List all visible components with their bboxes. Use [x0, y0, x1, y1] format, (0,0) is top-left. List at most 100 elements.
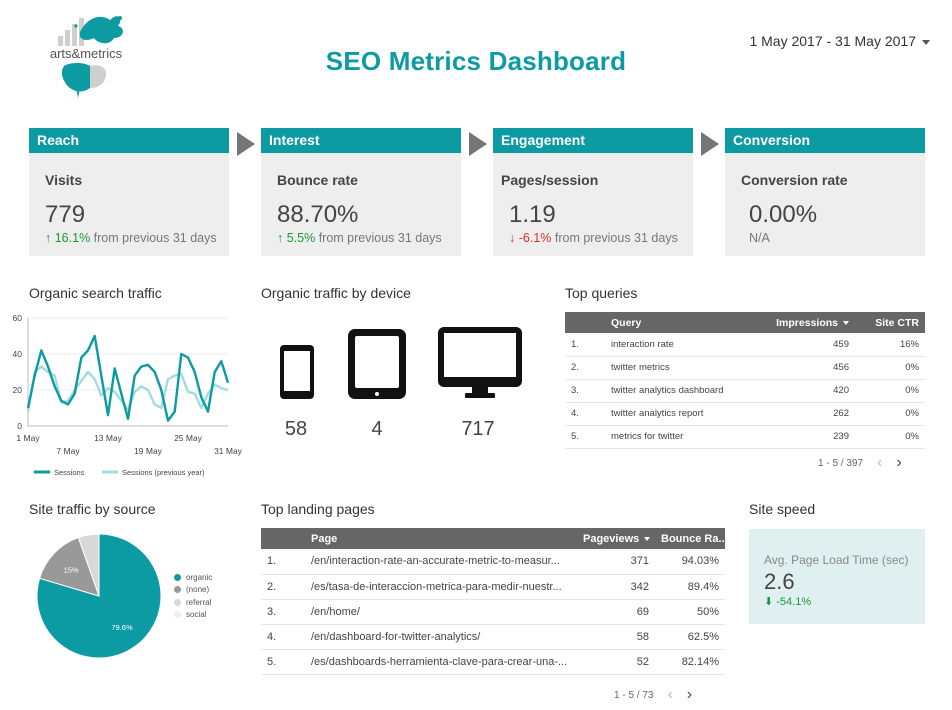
row-index: 1. [565, 333, 605, 357]
table-row[interactable]: 2. twitter metrics 456 0% [565, 356, 925, 380]
legend-label: (none) [186, 585, 210, 595]
legend-dot [174, 598, 181, 606]
smartphone-icon [280, 345, 314, 399]
legend-item[interactable]: social [174, 609, 212, 622]
card-delta: ↑ 5.5% from previous 31 days [277, 231, 442, 245]
row-index: 5. [261, 649, 305, 675]
pie-slice-none[interactable] [38, 536, 100, 597]
page-cell: /en/home/ [305, 599, 577, 625]
col-query[interactable]: Query [605, 312, 755, 333]
impressions-cell: 459 [755, 333, 855, 357]
row-index: 4. [565, 402, 605, 426]
table-row[interactable]: 4. twitter analytics report 262 0% [565, 402, 925, 426]
query-cell: metrics for twitter [605, 425, 755, 449]
reach-card: Reach Visits 779 ↑ 16.1% from previous 3… [29, 128, 229, 256]
table-row[interactable]: 3. twitter analytics dashboard 420 0% [565, 379, 925, 403]
top-queries-table: Query Impressions Site CTR 1. interactio… [565, 312, 925, 449]
row-index: 2. [261, 574, 305, 600]
col-impressions[interactable]: Impressions [755, 312, 855, 333]
query-cell: twitter metrics [605, 356, 755, 380]
card-delta: ↑ 16.1% from previous 31 days [45, 231, 217, 245]
pageviews-cell: 69 [577, 599, 655, 625]
bounce-cell: 89.4% [655, 574, 725, 600]
page-cell: /es/tasa-de-interaccion-metrica-para-med… [305, 574, 577, 600]
row-index: 3. [261, 599, 305, 625]
row-index: 3. [565, 379, 605, 403]
x-tick-label: 25 May [174, 433, 203, 443]
next-page-button[interactable]: › [686, 686, 693, 703]
page-cell: /es/dashboards-herramienta-clave-para-cr… [305, 649, 577, 675]
impressions-cell: 456 [755, 356, 855, 380]
delta-suffix: N/A [749, 231, 770, 245]
pageviews-cell: 342 [577, 574, 655, 600]
legend-item[interactable]: (none) [174, 584, 212, 597]
logo-text: arts&metrics [50, 46, 123, 61]
page-cell: /en/dashboard-for-twitter-analytics/ [305, 624, 577, 650]
query-cell: twitter analytics dashboard [605, 379, 755, 403]
table-row[interactable]: 5. /es/dashboards-herramienta-clave-para… [261, 649, 725, 675]
bounce-cell: 50% [655, 599, 725, 625]
pagination-label: 1 - 5 / 73 [614, 689, 654, 701]
row-index: 1. [261, 549, 305, 575]
col-index [565, 312, 605, 333]
pie-slice-referral[interactable] [77, 533, 100, 597]
impressions-cell: 420 [755, 379, 855, 403]
speed-value: 2.6 [764, 569, 795, 594]
page-cell: /en/interaction-rate-an-accurate-metric-… [305, 549, 577, 575]
delta-suffix: from previous 31 days [90, 231, 217, 245]
card-delta: N/A [749, 231, 770, 245]
delta-value: 5.5% [286, 231, 316, 245]
table-row[interactable]: 3. /en/home/ 69 50% [261, 599, 725, 625]
legend-item[interactable]: referral [174, 596, 212, 609]
card-stage: Engagement [493, 128, 693, 153]
card-metric: Bounce rate [277, 172, 358, 188]
col-pageviews-label: Pageviews [583, 532, 640, 545]
legend-item[interactable]: organic [174, 571, 212, 584]
legend-label: Sessions (previous year) [122, 468, 205, 477]
legend-dot [174, 611, 181, 619]
speed-delta: ⬇ -54.1% [764, 596, 812, 608]
table-row[interactable]: 1. interaction rate 459 16% [565, 333, 925, 357]
prev-page-button[interactable]: ‹ [877, 454, 883, 471]
table-row[interactable]: 1. /en/interaction-rate-an-accurate-metr… [261, 549, 725, 575]
prev-page-button[interactable]: ‹ [667, 686, 673, 703]
legend-label: organic [186, 572, 213, 582]
pie-slice-label: 79.6% [111, 623, 133, 632]
bounce-cell: 62.5% [655, 624, 725, 650]
col-page[interactable]: Page [305, 528, 577, 549]
date-range-picker[interactable]: 1 May 2017 - 31 May 2017 [749, 33, 930, 49]
table-row[interactable]: 4. /en/dashboard-for-twitter-analytics/ … [261, 624, 725, 650]
chevron-down-icon [922, 39, 930, 45]
legend-item[interactable]: Sessions (previous year) [102, 468, 205, 477]
row-index: 2. [565, 356, 605, 380]
ctr-cell: 0% [855, 379, 925, 403]
col-pageviews[interactable]: Pageviews [577, 528, 655, 549]
ctr-cell: 0% [855, 402, 925, 426]
ctr-cell: 0% [855, 356, 925, 380]
table-row[interactable]: 2. /es/tasa-de-interaccion-metrica-para-… [261, 574, 725, 600]
bounce-cell: 94.03% [655, 549, 725, 575]
card-stage: Conversion [725, 128, 925, 153]
top-queries-title: Top queries [565, 285, 638, 301]
card-metric: Pages/session [501, 172, 599, 188]
traffic-source-title: Site traffic by source [29, 501, 156, 517]
delta-value: 16.1% [54, 231, 91, 245]
pageviews-cell: 58 [577, 624, 655, 650]
card-stage: Reach [29, 128, 229, 153]
landing-pages-title: Top landing pages [261, 501, 375, 517]
legend-item[interactable]: Sessions [34, 468, 85, 477]
pie-legend: organic (none) referral social [174, 571, 212, 621]
x-tick-label: 19 May [134, 446, 163, 456]
tablet-icon [348, 329, 406, 399]
delta-suffix: from previous 31 days [315, 231, 442, 245]
x-tick-label: 31 May [214, 446, 243, 456]
col-bounce-rate[interactable]: Bounce Ra... [655, 528, 725, 549]
pagination-label: 1 - 5 / 397 [818, 457, 864, 469]
legend-label: social [186, 610, 207, 620]
queries-pagination: 1 - 5 / 397 ‹ › [818, 455, 902, 471]
traffic-source-pie-chart: 79.6% 15% [36, 533, 162, 659]
table-row[interactable]: 5. metrics for twitter 239 0% [565, 425, 925, 449]
next-page-button[interactable]: › [896, 454, 902, 471]
site-speed-card: Avg. Page Load Time (sec) 2.6 ⬇ -54.1% [749, 529, 925, 624]
col-site-ctr[interactable]: Site CTR [855, 312, 925, 333]
